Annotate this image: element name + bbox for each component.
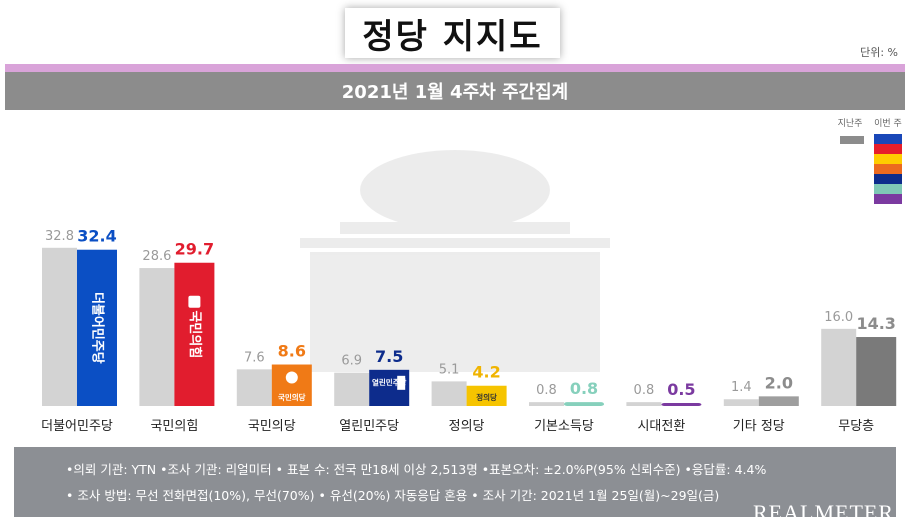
legend-swatch-curr-1 (874, 144, 902, 154)
bar-curr-6 (661, 403, 702, 406)
category-label-7: 기타 정당 (733, 419, 785, 434)
bar-curr-5 (564, 402, 604, 406)
party-mark-icon-1 (188, 295, 201, 308)
legend-swatch-curr-4 (874, 174, 902, 184)
value-label-curr-7: 2.0 (765, 373, 793, 392)
value-label-prev-6: 0.8 (634, 383, 655, 398)
legend-swatch-curr-3 (874, 164, 902, 174)
value-label-curr-2: 8.6 (278, 342, 306, 361)
bar-prev-0 (42, 247, 77, 406)
value-label-prev-3: 6.9 (341, 354, 362, 369)
bar-prev-4 (431, 381, 467, 406)
chart-title: 정당 지지도 (345, 8, 560, 58)
legend-swatch-curr-6 (874, 194, 902, 204)
party-mark-icon-3 (397, 375, 406, 390)
unit-label: 단위: % (860, 46, 898, 59)
bar-prev-6 (626, 402, 662, 406)
bar-prev-3 (334, 372, 370, 406)
party-mark-icon-2 (285, 371, 298, 384)
value-label-curr-5: 0.8 (570, 379, 598, 398)
bar-prev-1 (139, 268, 175, 406)
value-label-prev-8: 16.0 (824, 310, 853, 325)
bar-curr-0 (77, 249, 117, 406)
value-label-prev-5: 0.8 (536, 383, 557, 398)
legend-swatch-curr-5 (874, 184, 902, 194)
bar-curr-2 (271, 364, 312, 406)
legend-label-curr: 이번 주 (874, 118, 902, 129)
value-label-prev-0: 32.8 (45, 229, 74, 244)
bar-curr-1 (174, 262, 215, 406)
value-label-curr-8: 14.3 (856, 314, 895, 333)
category-label-3: 열린민주당 (339, 419, 399, 434)
bar-curr-4 (466, 385, 507, 406)
value-label-curr-0: 32.4 (77, 227, 116, 246)
category-label-2: 국민의당 (248, 419, 296, 434)
brand-logo: REALMETER (753, 500, 894, 525)
party-logo-1: 국민의힘 (187, 310, 203, 358)
value-label-curr-3: 7.5 (375, 347, 403, 366)
party-logo-0: 더불어민주당 (90, 292, 106, 364)
party-logo-4: 정의당 (476, 392, 497, 402)
legend: 지난주 이번 주 (838, 118, 902, 204)
category-label-1: 국민의힘 (150, 419, 198, 434)
watermark-building (300, 150, 610, 372)
survey-info-line-2: • 조사 방법: 무선 전화면접(10%), 무선(70%) • 유선(20%)… (66, 488, 720, 503)
bar-prev-5 (529, 402, 564, 406)
chart-subtitle: 2021년 1월 4주차 주간집계 (341, 82, 569, 103)
category-label-6: 시대전환 (637, 419, 685, 434)
legend-swatch-curr-2 (874, 154, 902, 164)
category-label-0: 더불어민주당 (41, 419, 113, 434)
legend-label-prev: 지난주 (838, 118, 863, 129)
subtitle-banner: 2021년 1월 4주차 주간집계 (5, 72, 905, 110)
legend-swatch-prev (840, 136, 864, 144)
value-label-curr-4: 4.2 (472, 363, 500, 382)
survey-info-line-1: •의뢰 기관: YTN •조사 기관: 리얼미터 • 표본 수: 전국 만18세… (66, 462, 767, 477)
legend-swatch-curr-0 (874, 134, 902, 144)
value-label-prev-1: 28.6 (142, 249, 171, 264)
party-logo-2: 국민의당 (278, 392, 306, 402)
category-label-5: 기본소득당 (534, 419, 594, 434)
value-label-prev-2: 7.6 (244, 350, 265, 365)
category-label-8: 무당층 (838, 419, 874, 434)
value-label-curr-6: 0.5 (667, 380, 695, 399)
bar-prev-8 (821, 328, 857, 406)
survey-info-panel: •의뢰 기관: YTN •조사 기관: 리얼미터 • 표본 수: 전국 만18세… (14, 447, 896, 517)
bar-curr-7 (758, 396, 799, 406)
party-logo-3: 열린민주당 (372, 377, 407, 387)
accent-stripe (5, 64, 905, 72)
category-label-4: 정의당 (449, 419, 485, 434)
value-label-curr-1: 29.7 (175, 240, 214, 259)
bar-prev-2 (236, 369, 272, 406)
value-label-prev-4: 5.1 (439, 362, 460, 377)
bar-curr-8 (856, 337, 897, 406)
bar-prev-7 (723, 399, 759, 406)
value-label-prev-7: 1.4 (731, 380, 752, 395)
